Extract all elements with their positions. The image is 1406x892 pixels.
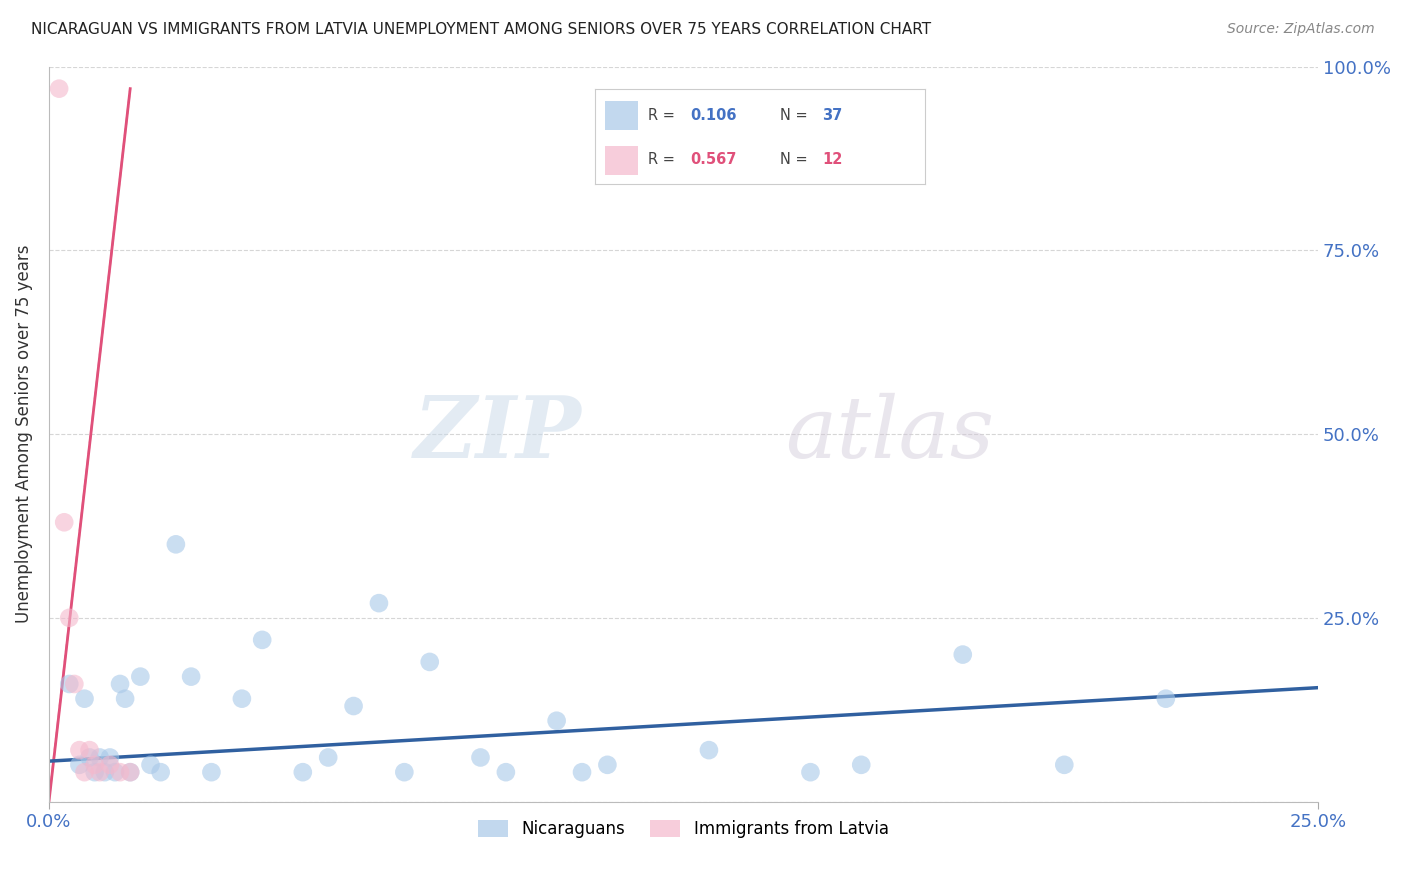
Point	[419, 655, 441, 669]
Point	[851, 757, 873, 772]
Point	[67, 743, 90, 757]
Point	[250, 632, 273, 647]
Point	[1154, 691, 1177, 706]
Point	[129, 670, 152, 684]
Point	[67, 757, 90, 772]
Point	[149, 765, 172, 780]
Point	[180, 670, 202, 684]
Point	[58, 611, 80, 625]
Point	[231, 691, 253, 706]
Point	[165, 537, 187, 551]
Point	[316, 750, 339, 764]
Point	[73, 691, 96, 706]
Point	[63, 677, 86, 691]
Point	[104, 765, 127, 780]
Point	[108, 677, 131, 691]
Point	[342, 699, 364, 714]
Point	[799, 765, 821, 780]
Point	[79, 750, 101, 764]
Point	[89, 750, 111, 764]
Legend: Nicaraguans, Immigrants from Latvia: Nicaraguans, Immigrants from Latvia	[471, 814, 896, 845]
Point	[952, 648, 974, 662]
Y-axis label: Unemployment Among Seniors over 75 years: Unemployment Among Seniors over 75 years	[15, 244, 32, 624]
Point	[139, 757, 162, 772]
Point	[1053, 757, 1076, 772]
Point	[120, 765, 142, 780]
Point	[546, 714, 568, 728]
Point	[120, 765, 142, 780]
Point	[53, 516, 76, 530]
Text: atlas: atlas	[785, 392, 994, 475]
Point	[79, 743, 101, 757]
Point	[94, 765, 117, 780]
Point	[291, 765, 314, 780]
Point	[368, 596, 391, 610]
Point	[108, 765, 131, 780]
Point	[394, 765, 416, 780]
Point	[89, 765, 111, 780]
Text: ZIP: ZIP	[415, 392, 582, 475]
Point	[697, 743, 720, 757]
Point	[495, 765, 517, 780]
Text: Source: ZipAtlas.com: Source: ZipAtlas.com	[1227, 22, 1375, 37]
Text: NICARAGUAN VS IMMIGRANTS FROM LATVIA UNEMPLOYMENT AMONG SENIORS OVER 75 YEARS CO: NICARAGUAN VS IMMIGRANTS FROM LATVIA UNE…	[31, 22, 931, 37]
Point	[596, 757, 619, 772]
Point	[83, 757, 105, 772]
Point	[83, 765, 105, 780]
Point	[470, 750, 492, 764]
Point	[58, 677, 80, 691]
Point	[114, 691, 136, 706]
Point	[48, 81, 70, 95]
Point	[73, 765, 96, 780]
Point	[571, 765, 593, 780]
Point	[98, 757, 121, 772]
Point	[200, 765, 222, 780]
Point	[98, 750, 121, 764]
